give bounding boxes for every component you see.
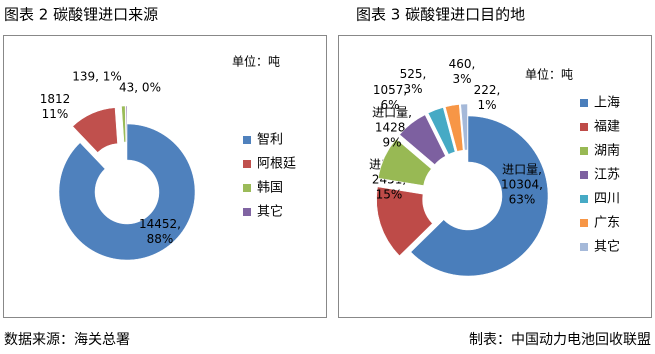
donut-slice — [460, 103, 468, 151]
data-label: 1812 — [40, 92, 71, 106]
data-label: 进口量, — [502, 163, 542, 177]
legend-label: 上海 — [594, 96, 620, 111]
data-label: 9% — [382, 136, 401, 150]
data-label: 43, 0% — [119, 81, 161, 95]
data-label: 15% — [376, 188, 403, 202]
legend-swatch — [243, 184, 251, 192]
chart-title: 图表 2 碳酸锂进口来源 — [4, 6, 158, 24]
legend-swatch — [580, 219, 588, 227]
legend-swatch — [580, 99, 588, 107]
donut-slice — [72, 107, 118, 153]
legend-swatch — [580, 171, 588, 179]
data-label: 1% — [477, 98, 496, 112]
donut-slice — [377, 138, 432, 186]
data-label: 1057, — [373, 83, 407, 97]
panel-frame — [338, 35, 652, 318]
legend-label: 四川 — [594, 192, 620, 207]
legend-swatch — [580, 195, 588, 203]
legend-swatch — [580, 147, 588, 155]
legend-swatch — [580, 243, 588, 251]
data-label: 460, — [449, 57, 476, 71]
chart-title: 图表 3 碳酸锂进口目的地 — [356, 6, 525, 24]
data-label: 525, — [400, 67, 427, 81]
legend-label: 其它 — [594, 239, 620, 255]
data-label: 11% — [42, 107, 69, 121]
legend-label: 江苏 — [594, 167, 620, 183]
legend-label: 福建 — [594, 120, 620, 135]
data-label: 10304, — [501, 178, 543, 192]
donut-slice — [121, 105, 126, 143]
data-label: 139, 1% — [72, 70, 122, 84]
data-label: 进口量, — [372, 106, 412, 120]
donut-slice — [445, 104, 464, 152]
legend-swatch — [243, 208, 251, 216]
data-label: 14452, — [139, 217, 181, 231]
donut-slice — [410, 115, 549, 277]
data-label: 1428, — [375, 121, 409, 135]
data-label: 3% — [403, 82, 422, 96]
legend-label: 广东 — [594, 216, 620, 231]
donut-slice — [427, 107, 456, 155]
donut-slice — [125, 105, 128, 143]
footer-credit: 制表：中国动力电池回收联盟 — [469, 332, 651, 348]
donut-slice — [399, 114, 446, 165]
unit-label: 单位：吨 — [525, 67, 573, 82]
legend-label: 韩国 — [257, 181, 283, 196]
data-label: 88% — [147, 232, 174, 246]
legend-label: 湖南 — [594, 143, 620, 159]
data-label: 6% — [380, 98, 399, 112]
legend-swatch — [243, 160, 251, 168]
legend-label: 阿根廷 — [257, 157, 296, 172]
data-label: 222, — [474, 83, 501, 97]
legend-label: 智利 — [257, 133, 283, 148]
unit-label: 单位：吨 — [232, 54, 280, 69]
footer-source: 数据来源：海关总署 — [4, 332, 130, 348]
legend-label: 其它 — [257, 204, 283, 220]
legend-swatch — [243, 136, 251, 144]
donut-slice — [58, 123, 196, 261]
data-label: 3% — [452, 72, 471, 86]
donut-slice — [376, 186, 433, 257]
legend-swatch — [580, 123, 588, 131]
data-label: 63% — [509, 193, 536, 207]
panel-frame — [3, 35, 327, 318]
